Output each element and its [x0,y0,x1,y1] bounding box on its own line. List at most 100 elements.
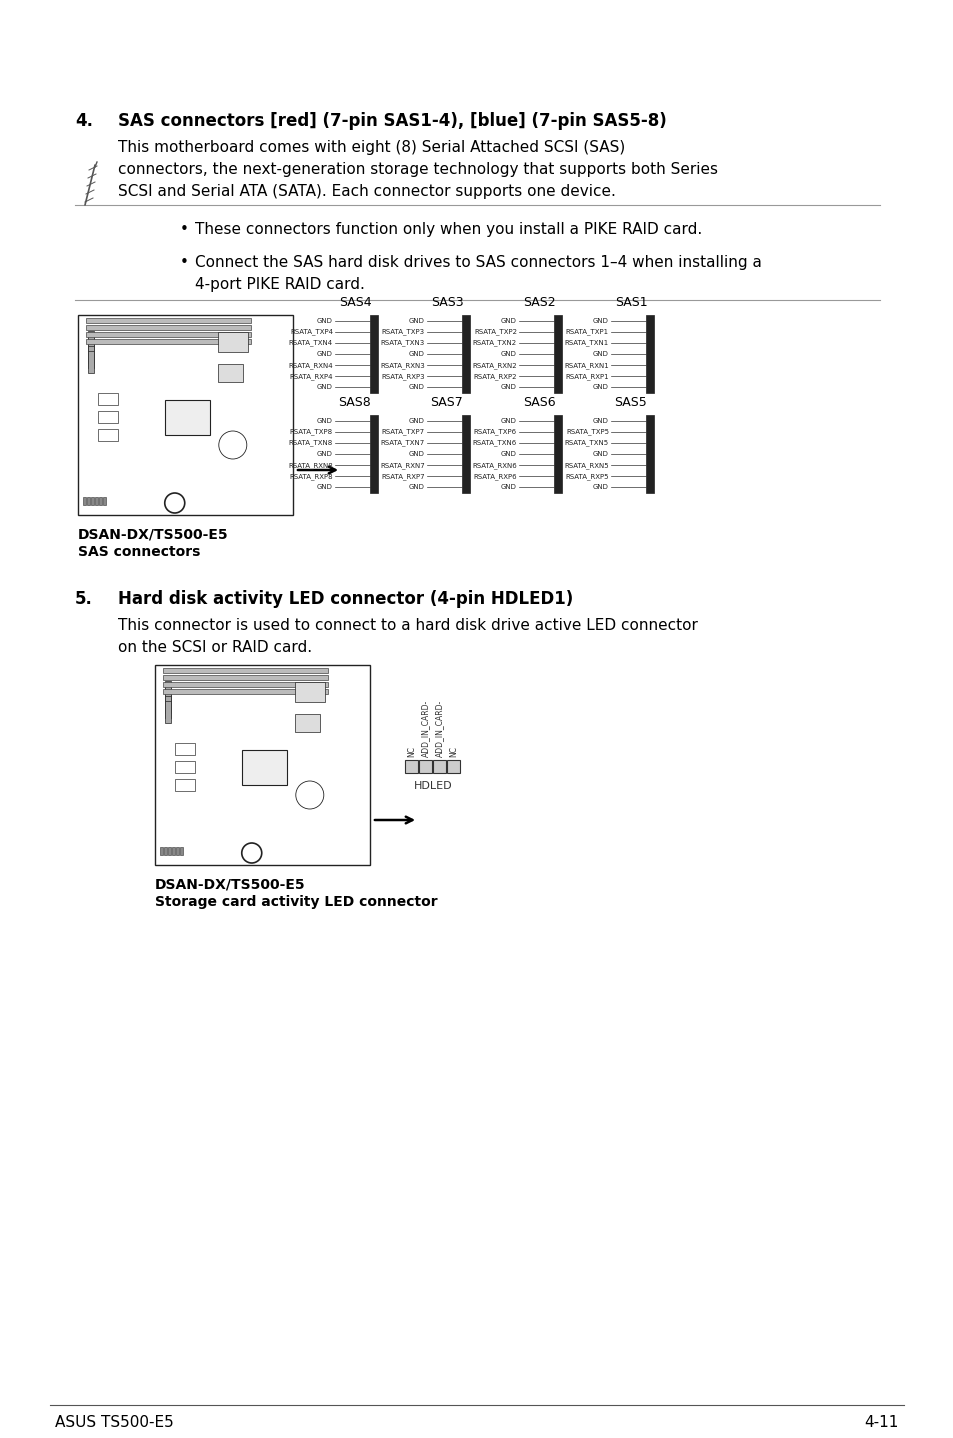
Text: RSATA_RXP5: RSATA_RXP5 [565,473,608,480]
Text: RSATA_TXP1: RSATA_TXP1 [565,328,608,335]
Bar [461,416,470,493]
Circle shape [218,431,247,459]
Bar [154,664,370,866]
Text: RSATA_TXP4: RSATA_TXP4 [290,328,333,335]
Text: SCSI and Serial ATA (SATA). Each connector supports one device.: SCSI and Serial ATA (SATA). Each connect… [118,184,616,198]
Text: GND: GND [409,351,424,357]
Text: SAS4: SAS4 [338,296,371,309]
Bar [175,847,179,856]
Bar [86,325,251,329]
Text: RSATA_TXN1: RSATA_TXN1 [564,339,608,347]
Bar [99,498,102,505]
Bar [405,761,417,774]
Text: DSAN-DX/TS500-E5: DSAN-DX/TS500-E5 [154,879,305,892]
Bar [447,761,459,774]
Text: RSATA_TXN3: RSATA_TXN3 [380,339,424,347]
Bar [168,847,171,856]
Text: GND: GND [500,351,517,357]
Text: GND: GND [593,417,608,424]
Text: 4-port PIKE RAID card.: 4-port PIKE RAID card. [194,278,364,292]
Bar [95,498,98,505]
Text: This motherboard comes with eight (8) Serial Attached SCSI (SAS): This motherboard comes with eight (8) Se… [118,139,624,155]
Bar [645,416,654,493]
Text: Connect the SAS hard disk drives to SAS connectors 1–4 when installing a: Connect the SAS hard disk drives to SAS … [194,255,761,270]
Bar [98,393,118,406]
Text: ADD_IN_CARD-: ADD_IN_CARD- [420,700,430,756]
Bar [218,364,243,383]
Text: RSATA_RXN2: RSATA_RXN2 [472,362,517,368]
Text: GND: GND [409,417,424,424]
Text: •: • [180,255,189,270]
Text: GND: GND [409,318,424,324]
Text: GND: GND [593,452,608,457]
Bar [165,682,171,703]
Text: RSATA_TXP3: RSATA_TXP3 [381,328,424,335]
Bar [433,761,446,774]
Bar [88,336,94,358]
Bar [242,751,287,785]
Text: RSATA_RXN1: RSATA_RXN1 [563,362,608,368]
Text: RSATA_RXP4: RSATA_RXP4 [289,372,333,380]
Text: RSATA_TXN6: RSATA_TXN6 [473,440,517,446]
Bar [163,669,328,673]
Text: GND: GND [593,351,608,357]
Text: RSATA_RXP1: RSATA_RXP1 [565,372,608,380]
Bar [461,315,470,393]
Text: RSATA_TXN4: RSATA_TXN4 [289,339,333,347]
Text: SAS1: SAS1 [614,296,647,309]
Text: These connectors function only when you install a PIKE RAID card.: These connectors function only when you … [194,221,701,237]
Bar [165,700,171,723]
Text: RSATA_TXN7: RSATA_TXN7 [380,440,424,446]
Circle shape [165,493,185,513]
Text: connectors, the next-generation storage technology that supports both Series: connectors, the next-generation storage … [118,162,718,177]
Text: SAS7: SAS7 [430,395,463,408]
Bar [91,498,94,505]
Text: 4-11: 4-11 [863,1415,898,1429]
Bar [83,498,86,505]
Bar [165,692,171,713]
Text: This connector is used to connect to a hard disk drive active LED connector: This connector is used to connect to a h… [118,618,698,633]
Text: GND: GND [500,384,517,391]
Text: GND: GND [593,485,608,490]
Bar [294,682,325,702]
Text: RSATA_TXN8: RSATA_TXN8 [289,440,333,446]
Text: GND: GND [316,318,333,324]
Bar [418,761,432,774]
Bar [86,332,251,336]
Text: NC: NC [407,746,416,756]
Text: 5.: 5. [75,590,92,608]
Bar [180,847,183,856]
Text: GND: GND [409,485,424,490]
Bar [554,416,561,493]
Text: RSATA_RXN8: RSATA_RXN8 [288,462,333,469]
Bar [165,400,210,436]
Bar [218,332,248,352]
Bar [163,682,328,687]
Text: GND: GND [316,417,333,424]
Bar [163,689,328,695]
Bar [98,429,118,441]
Text: SAS3: SAS3 [430,296,463,309]
Text: RSATA_RXN4: RSATA_RXN4 [288,362,333,368]
Bar [86,339,251,344]
Text: SAS5: SAS5 [614,395,647,408]
Bar [103,498,106,505]
Text: DSAN-DX/TS500-E5: DSAN-DX/TS500-E5 [78,528,229,542]
Bar [163,674,328,680]
Bar [554,315,561,393]
Bar [645,315,654,393]
Bar [294,715,319,732]
Text: GND: GND [500,318,517,324]
Text: Hard disk activity LED connector (4-pin HDLED1): Hard disk activity LED connector (4-pin … [118,590,573,608]
Text: GND: GND [316,485,333,490]
Bar [165,686,171,707]
Text: RSATA_RXP7: RSATA_RXP7 [381,473,424,480]
Bar [174,761,194,774]
Text: GND: GND [500,417,517,424]
Text: 4.: 4. [75,112,92,129]
Bar [88,351,94,372]
Bar [86,318,251,324]
Text: RSATA_RXN7: RSATA_RXN7 [380,462,424,469]
Text: NC: NC [449,746,457,756]
Text: RSATA_TXN2: RSATA_TXN2 [473,339,517,347]
